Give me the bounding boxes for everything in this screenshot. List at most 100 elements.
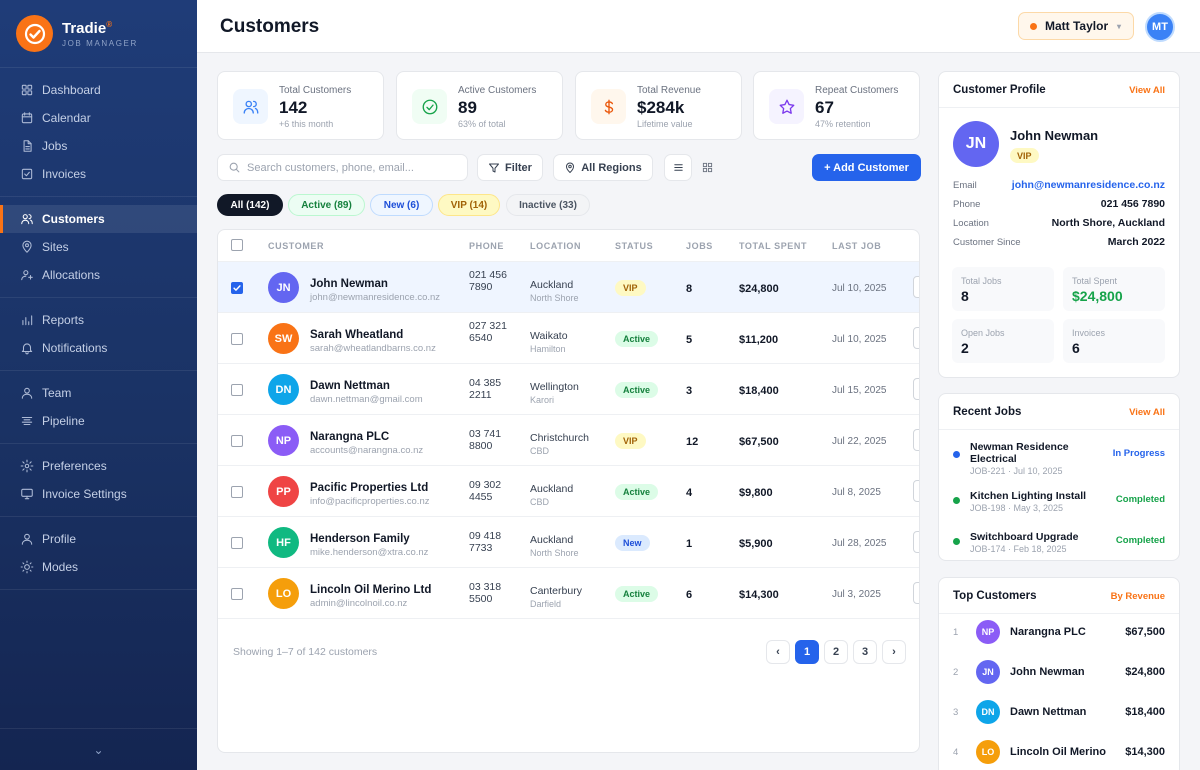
- sidebar-item-preferences[interactable]: Preferences: [0, 452, 197, 480]
- view-all-link[interactable]: View All: [1129, 85, 1165, 96]
- filter-chip-vip[interactable]: VIP (14): [438, 194, 500, 216]
- row-actions-button[interactable]: [913, 429, 919, 451]
- row-checkbox[interactable]: [231, 435, 243, 447]
- last-job-date: Jul 15, 2025: [832, 385, 887, 396]
- row-actions-button[interactable]: [913, 276, 919, 298]
- row-checkbox[interactable]: [231, 537, 243, 549]
- row-checkbox[interactable]: [231, 588, 243, 600]
- row-actions-button[interactable]: [913, 582, 919, 604]
- customer-area: CBD: [530, 446, 550, 456]
- avatar[interactable]: MT: [1145, 12, 1175, 42]
- table-row[interactable]: DN Dawn Nettman dawn.nettman@gmail.com 04 3…: [218, 364, 919, 415]
- stat-card-repeat-customers[interactable]: Repeat Customers 67 47% retention: [753, 71, 920, 140]
- user-menu-button[interactable]: Matt Taylor ▾: [1018, 12, 1134, 40]
- sidebar-item-modes[interactable]: Modes: [0, 553, 197, 581]
- sidebar-item-invoice-settings[interactable]: Invoice Settings: [0, 480, 197, 508]
- customer-city: Waikato: [530, 330, 568, 342]
- header-location[interactable]: LOCATION: [530, 241, 582, 251]
- customer-name[interactable]: Sarah Wheatland: [310, 329, 404, 341]
- customer-name[interactable]: Narangna PLC: [310, 431, 390, 443]
- header-jobs[interactable]: JOBS: [686, 241, 713, 251]
- profile-email-value[interactable]: john@newmanresidence.co.nz: [1011, 179, 1165, 191]
- sidebar-item-team[interactable]: Team: [0, 379, 197, 407]
- row-checkbox[interactable]: [231, 486, 243, 498]
- list-view-button[interactable]: [664, 154, 692, 181]
- page-3-button[interactable]: 3: [853, 640, 877, 664]
- row-actions-button[interactable]: [913, 531, 919, 553]
- header-customer[interactable]: CUSTOMER: [268, 241, 325, 251]
- row-checkbox[interactable]: [231, 333, 243, 345]
- table-row[interactable]: SW Sarah Wheatland sarah@wheatlandbarns.co…: [218, 313, 919, 364]
- search-input[interactable]: [247, 161, 447, 174]
- customer-city: Auckland: [530, 279, 574, 291]
- customer-area: Hamilton: [530, 344, 566, 354]
- page-1-button[interactable]: 1: [795, 640, 819, 664]
- filter-chip-inactive[interactable]: Inactive (33): [506, 194, 590, 216]
- add-customer-button[interactable]: + Add Customer: [812, 154, 921, 181]
- logo[interactable]: Tradie® JOB MANAGER: [0, 0, 197, 68]
- row-checkbox[interactable]: [231, 384, 243, 396]
- sidebar-item-profile[interactable]: Profile: [0, 525, 197, 553]
- recent-jobs-panel: Recent Jobs View All Newman Residence El…: [938, 393, 1180, 561]
- header-last-job[interactable]: LAST JOB: [832, 241, 882, 251]
- region-select[interactable]: All Regions: [553, 154, 653, 181]
- stat-card-total-customers[interactable]: Total Customers 142 +6 this month: [217, 71, 384, 140]
- customer-name[interactable]: John Newman: [310, 278, 388, 290]
- prev-page-button[interactable]: ‹: [766, 640, 790, 664]
- row-actions-button[interactable]: [913, 480, 919, 502]
- search-box[interactable]: [217, 154, 468, 181]
- table-row[interactable]: PP Pacific Properties Ltd info@pacificprop…: [218, 466, 919, 517]
- table-row[interactable]: JN John Newman john@newmanresidence.co.nz 0…: [218, 262, 919, 313]
- filter-chip-all[interactable]: All (142): [217, 194, 283, 216]
- sidebar-item-notifications[interactable]: Notifications: [0, 334, 197, 362]
- sidebar-item-allocations[interactable]: Allocations: [0, 261, 197, 289]
- header-status[interactable]: STATUS: [615, 241, 654, 251]
- job-count: 6: [686, 589, 693, 601]
- table-row[interactable]: HF Henderson Family mike.henderson@xtra.co…: [218, 517, 919, 568]
- customer-name[interactable]: Dawn Nettman: [310, 380, 390, 392]
- filter-chip-new[interactable]: New (6): [370, 194, 433, 216]
- sidebar-item-jobs[interactable]: Jobs: [0, 132, 197, 160]
- header-phone[interactable]: PHONE: [469, 241, 505, 251]
- stat-card-active-customers[interactable]: Active Customers 89 63% of total: [396, 71, 563, 140]
- sidebar-item-pipeline[interactable]: Pipeline: [0, 407, 197, 435]
- row-actions-button[interactable]: [913, 327, 919, 349]
- document-icon: [23, 140, 32, 152]
- customer-name[interactable]: Pacific Properties Ltd: [310, 482, 429, 494]
- table-row[interactable]: LO Lincoln Oil Merino Ltd admin@lincolnoil…: [218, 568, 919, 619]
- grid-view-button[interactable]: [694, 154, 720, 181]
- customer-email: admin@lincolnoil.co.nz: [310, 598, 408, 609]
- collapse-sidebar-button[interactable]: ⌄: [0, 728, 197, 770]
- user-name: Matt Taylor: [1045, 19, 1109, 33]
- row-checkbox[interactable]: [231, 282, 243, 294]
- avatar: LO: [976, 740, 1000, 764]
- row-actions-button[interactable]: [913, 378, 919, 400]
- sidebar-item-reports[interactable]: Reports: [0, 306, 197, 334]
- sidebar-item-sites[interactable]: Sites: [0, 233, 197, 261]
- filter-chip-active[interactable]: Active (89): [288, 194, 365, 216]
- avatar: NP: [268, 425, 299, 456]
- view-all-link[interactable]: View All: [1129, 407, 1165, 418]
- dollar-icon: [604, 99, 613, 114]
- sidebar-item-invoices[interactable]: Invoices: [0, 160, 197, 188]
- sidebar-item-customers[interactable]: Customers: [0, 205, 197, 233]
- customer-phone: 021 456 7890: [469, 269, 507, 293]
- table-row[interactable]: NP Narangna PLC accounts@narangna.co.nz 03 …: [218, 415, 919, 466]
- job-status: Completed: [1115, 494, 1165, 505]
- select-all-checkbox[interactable]: [231, 239, 243, 251]
- sidebar-item-calendar[interactable]: Calendar: [0, 104, 197, 132]
- customer-name[interactable]: Henderson Family: [310, 533, 410, 545]
- header-total-spent[interactable]: TOTAL SPENT: [739, 241, 808, 251]
- sidebar-item-dashboard[interactable]: Dashboard: [0, 76, 197, 104]
- filter-button[interactable]: Filter: [477, 154, 543, 181]
- list-icon: [673, 164, 683, 171]
- customer-name[interactable]: Lincoln Oil Merino Ltd: [310, 584, 432, 596]
- customer-email: sarah@wheatlandbarns.co.nz: [310, 343, 436, 354]
- page-2-button[interactable]: 2: [824, 640, 848, 664]
- sort-by-revenue-link[interactable]: By Revenue: [1110, 591, 1165, 602]
- stat-card-total-revenue[interactable]: Total Revenue $284k Lifetime value: [575, 71, 742, 140]
- avatar: HF: [268, 527, 299, 558]
- rank: 4: [953, 747, 959, 758]
- next-page-button[interactable]: ›: [882, 640, 906, 664]
- total-spent: $5,900: [739, 538, 773, 550]
